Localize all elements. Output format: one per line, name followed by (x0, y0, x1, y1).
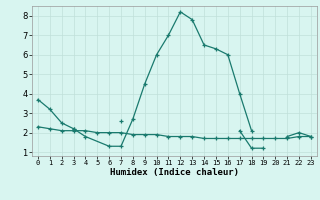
X-axis label: Humidex (Indice chaleur): Humidex (Indice chaleur) (110, 168, 239, 177)
